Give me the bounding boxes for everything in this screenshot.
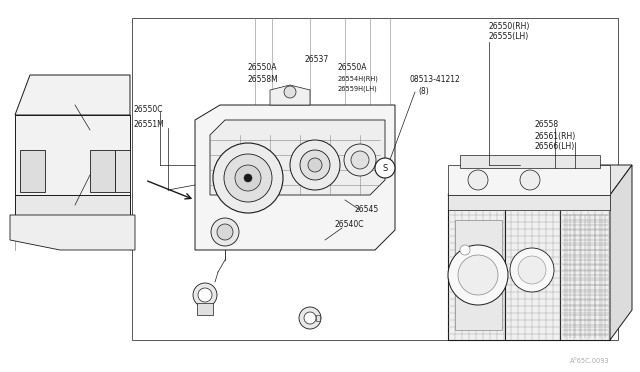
Circle shape [284,86,296,98]
Circle shape [520,170,540,190]
Circle shape [458,255,498,295]
Circle shape [300,150,330,180]
Polygon shape [115,150,130,192]
Text: 26537: 26537 [305,55,329,64]
Polygon shape [448,165,632,195]
Text: 26550(RH): 26550(RH) [489,22,531,31]
Polygon shape [15,75,130,115]
Polygon shape [448,195,610,210]
Text: 26566(LH): 26566(LH) [535,142,575,151]
Text: 26550C: 26550C [133,105,163,114]
Circle shape [518,256,546,284]
Text: 26558M: 26558M [248,75,279,84]
Polygon shape [210,120,385,195]
Circle shape [299,307,321,329]
Polygon shape [448,195,610,340]
Circle shape [448,245,508,305]
Circle shape [211,218,239,246]
Polygon shape [455,220,502,330]
Polygon shape [270,85,310,105]
Circle shape [375,158,395,178]
Circle shape [460,245,470,255]
Text: 26550A: 26550A [248,63,278,72]
Text: Aᴰ65C.0093: Aᴰ65C.0093 [570,358,610,364]
Circle shape [213,143,283,213]
Circle shape [468,170,488,190]
Circle shape [235,165,261,191]
Circle shape [304,312,316,324]
Text: 26558: 26558 [535,120,559,129]
Text: 26555(LH): 26555(LH) [489,32,529,41]
Circle shape [344,144,376,176]
Polygon shape [20,150,45,192]
Circle shape [244,174,252,182]
Text: 26561(RH): 26561(RH) [535,132,576,141]
Circle shape [224,154,272,202]
Text: 26545: 26545 [355,205,380,214]
Polygon shape [610,165,632,340]
Polygon shape [10,215,135,250]
Circle shape [510,248,554,292]
Circle shape [290,140,340,190]
Polygon shape [15,195,130,215]
Polygon shape [15,115,130,195]
Polygon shape [448,165,610,195]
Circle shape [351,151,369,169]
Polygon shape [316,315,320,321]
Polygon shape [195,105,395,250]
Circle shape [193,283,217,307]
Polygon shape [460,155,600,168]
Circle shape [217,224,233,240]
Text: S: S [382,164,388,173]
Circle shape [198,288,212,302]
Text: 26554H(RH): 26554H(RH) [338,75,379,81]
Text: 26540C: 26540C [335,220,365,229]
Polygon shape [197,303,213,315]
Text: 26551M: 26551M [133,120,164,129]
Polygon shape [90,150,115,192]
Text: (8): (8) [418,87,429,96]
Circle shape [308,158,322,172]
Text: 26550A: 26550A [338,63,367,72]
Text: 26559H(LH): 26559H(LH) [338,85,378,92]
Text: 08513-41212: 08513-41212 [410,75,461,84]
